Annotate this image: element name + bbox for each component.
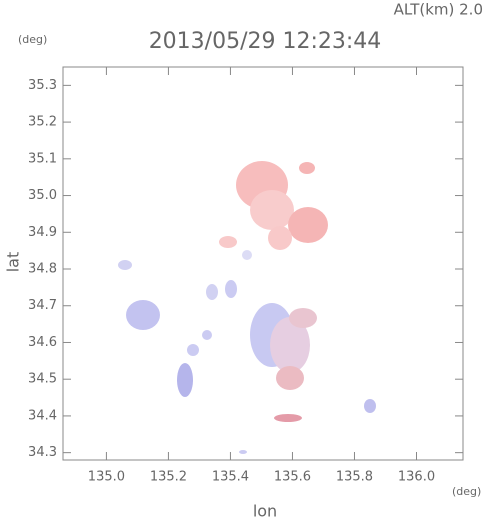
echo-field	[118, 161, 376, 454]
y-tick-label: 34.3	[28, 445, 57, 460]
plot-frame	[62, 66, 464, 461]
y-tick-label: 35.2	[28, 115, 57, 130]
y-tick-label: 34.5	[28, 372, 57, 387]
x-unit: (deg)	[452, 485, 481, 498]
x-tick-label: 135.6	[274, 470, 311, 485]
y-tick-label: 34.7	[28, 298, 57, 313]
y-tick-label: 34.4	[28, 408, 57, 423]
x-tick-label: 135.4	[212, 470, 249, 485]
y-tick-label: 35.0	[28, 188, 57, 203]
y-tick-label: 34.9	[28, 225, 57, 240]
y-tick-label: 34.6	[28, 335, 57, 350]
x-tick-label: 135.0	[88, 470, 125, 485]
y-tick-label: 34.8	[28, 262, 57, 277]
x-tick-label: 136.0	[398, 470, 435, 485]
altitude-label: ALT(km) 2.0	[394, 1, 483, 19]
y-tick-label: 35.1	[28, 151, 57, 166]
x-tick-label: 135.8	[336, 470, 373, 485]
x-axis-label: lon	[253, 502, 277, 521]
y-axis-label: lat	[4, 252, 23, 273]
chart-title: 2013/05/29 12:23:44	[149, 29, 382, 54]
y-unit: (deg)	[18, 33, 47, 46]
x-tick-label: 135.2	[150, 470, 187, 485]
y-tick-label: 35.3	[28, 78, 57, 93]
